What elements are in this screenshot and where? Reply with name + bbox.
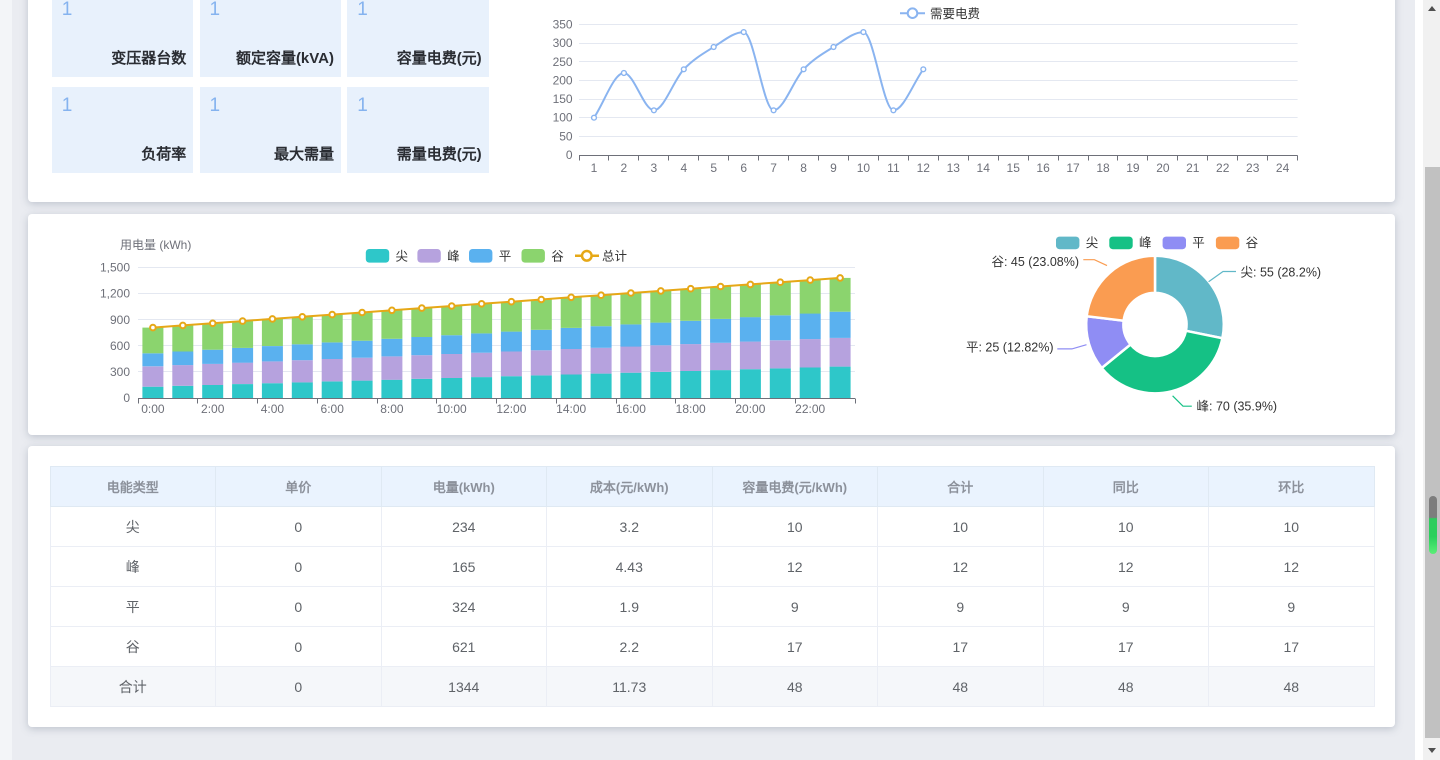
svg-text:尖: 尖 (396, 250, 409, 264)
svg-text:350: 350 (553, 18, 573, 32)
svg-text:19: 19 (1126, 161, 1140, 175)
svg-text:谷: 45 (23.08%): 谷: 45 (23.08%) (991, 255, 1079, 269)
svg-text:300: 300 (553, 36, 573, 50)
svg-text:10: 10 (857, 161, 871, 175)
svg-text:平: 平 (1192, 236, 1205, 250)
svg-text:18: 18 (1096, 161, 1110, 175)
svg-text:22: 22 (1216, 161, 1230, 175)
svg-text:50: 50 (559, 129, 573, 143)
svg-text:4: 4 (680, 161, 687, 175)
svg-text:2: 2 (621, 161, 628, 175)
svg-text:900: 900 (110, 313, 130, 327)
svg-text:23: 23 (1246, 161, 1260, 175)
svg-text:3: 3 (651, 161, 658, 175)
svg-text:100: 100 (553, 111, 573, 125)
svg-text:12:00: 12:00 (496, 402, 526, 416)
svg-text:8:00: 8:00 (380, 402, 404, 416)
svg-text:0: 0 (123, 391, 130, 405)
svg-text:600: 600 (110, 339, 130, 353)
svg-text:平: 25 (12.82%): 平: 25 (12.82%) (966, 340, 1054, 354)
svg-text:0:00: 0:00 (141, 402, 165, 416)
svg-text:11: 11 (887, 161, 900, 175)
svg-text:峰: 70 (35.9%): 峰: 70 (35.9%) (1197, 400, 1278, 414)
svg-text:8: 8 (800, 161, 807, 175)
svg-text:4:00: 4:00 (261, 402, 285, 416)
svg-text:24: 24 (1276, 161, 1290, 175)
svg-text:18:00: 18:00 (676, 402, 706, 416)
svg-text:200: 200 (553, 74, 573, 88)
svg-text:0: 0 (566, 148, 573, 162)
svg-text:总计: 总计 (602, 250, 627, 264)
svg-text:150: 150 (553, 92, 573, 106)
svg-text:用电量 (kWh): 用电量 (kWh) (120, 238, 191, 252)
svg-text:1: 1 (591, 161, 598, 175)
svg-text:峰: 峰 (447, 250, 460, 264)
svg-text:22:00: 22:00 (795, 402, 825, 416)
svg-text:16:00: 16:00 (616, 402, 646, 416)
svg-text:15: 15 (1007, 161, 1021, 175)
svg-text:平: 平 (499, 250, 512, 264)
svg-text:7: 7 (770, 161, 777, 175)
svg-text:尖: 55 (28.2%): 尖: 55 (28.2%) (1241, 265, 1322, 279)
svg-text:14:00: 14:00 (556, 402, 586, 416)
svg-text:谷: 谷 (1246, 236, 1259, 250)
svg-text:17: 17 (1066, 161, 1080, 175)
svg-text:5: 5 (710, 161, 717, 175)
svg-text:9: 9 (830, 161, 837, 175)
svg-text:峰: 峰 (1139, 236, 1152, 250)
svg-text:6: 6 (740, 161, 747, 175)
svg-text:13: 13 (947, 161, 961, 175)
svg-text:21: 21 (1186, 161, 1200, 175)
svg-text:12: 12 (917, 161, 931, 175)
svg-text:1,500: 1,500 (100, 261, 130, 275)
svg-text:尖: 尖 (1086, 236, 1099, 250)
svg-text:谷: 谷 (551, 250, 564, 264)
svg-text:14: 14 (977, 161, 991, 175)
svg-text:6:00: 6:00 (321, 402, 345, 416)
svg-text:2:00: 2:00 (201, 402, 225, 416)
svg-text:300: 300 (110, 365, 130, 379)
svg-text:250: 250 (553, 55, 573, 69)
svg-text:10:00: 10:00 (437, 402, 467, 416)
svg-text:需要电费: 需要电费 (930, 7, 980, 21)
svg-text:16: 16 (1036, 161, 1050, 175)
svg-text:1,200: 1,200 (100, 287, 130, 301)
svg-text:20:00: 20:00 (735, 402, 765, 416)
svg-text:20: 20 (1156, 161, 1170, 175)
